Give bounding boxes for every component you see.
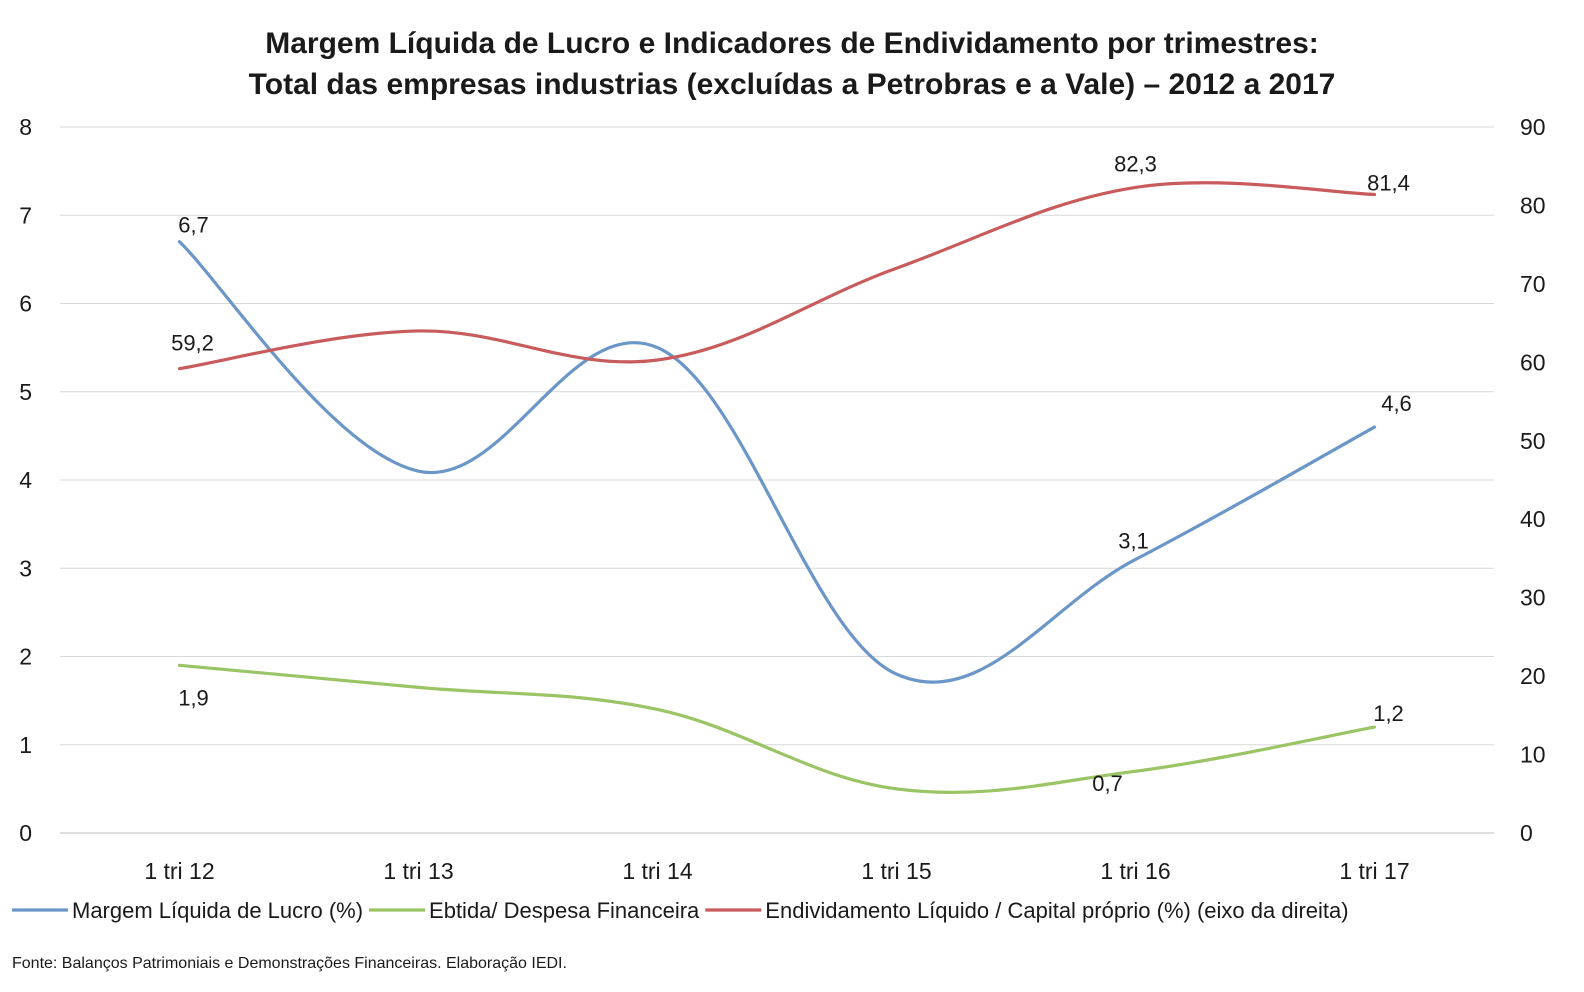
data-label-ebtida-despesa: 0,7 — [1092, 771, 1123, 796]
right-axis-tick-label: 10 — [1520, 742, 1546, 768]
data-label-margem-liquida: 6,7 — [178, 213, 209, 238]
source-note: Fonte: Balanços Patrimoniais e Demonstra… — [12, 955, 567, 972]
chart-title-line-2: Total das empresas industrias (excluídas… — [249, 68, 1336, 101]
legend-label-margem-liquida: Margem Líquida de Lucro (%) — [72, 898, 363, 923]
x-axis-tick-label: 1 tri 16 — [1100, 858, 1170, 884]
series-lines — [177, 181, 1377, 794]
left-axis-tick-label: 4 — [19, 467, 32, 493]
left-axis-tick-label: 0 — [19, 820, 32, 846]
left-axis: 0 1 2 3 4 5 6 7 8 — [19, 114, 32, 846]
left-axis-tick-label: 6 — [19, 291, 32, 317]
left-axis-tick-label: 7 — [19, 202, 32, 228]
left-axis-tick-label: 3 — [19, 555, 32, 581]
data-label-endividamento-liquido: 59,2 — [171, 331, 214, 356]
left-axis-tick-label: 1 — [19, 732, 32, 758]
series-line-ebtida-despesa — [177, 663, 1377, 794]
right-axis-tick-label: 60 — [1520, 349, 1546, 375]
left-axis-tick-label: 2 — [19, 644, 32, 670]
data-label-ebtida-despesa: 1,9 — [178, 685, 209, 710]
left-axis-tick-label: 8 — [19, 114, 32, 140]
legend-label-ebtida-despesa: Ebtida/ Despesa Financeira — [429, 898, 700, 923]
right-axis-tick-label: 0 — [1520, 820, 1533, 846]
right-axis: 0 10 20 30 40 50 60 70 80 90 — [1520, 114, 1546, 846]
series-line-margem-liquida — [177, 240, 1377, 684]
data-label-endividamento-liquido: 81,4 — [1367, 170, 1410, 195]
data-label-margem-liquida: 3,1 — [1118, 528, 1149, 553]
x-axis-tick-label: 1 tri 15 — [861, 858, 931, 884]
grid — [60, 126, 1494, 834]
right-axis-tick-label: 80 — [1520, 192, 1546, 218]
right-axis-tick-label: 40 — [1520, 506, 1546, 532]
x-axis-tick-label: 1 tri 13 — [383, 858, 453, 884]
data-label-margem-liquida: 4,6 — [1381, 391, 1412, 416]
x-axis-tick-label: 1 tri 17 — [1339, 858, 1409, 884]
right-axis-tick-label: 30 — [1520, 585, 1546, 611]
x-axis-tick-label: 1 tri 12 — [144, 858, 214, 884]
chart-title: Margem Líquida de Lucro e Indicadores de… — [249, 27, 1336, 101]
x-axis: 1 tri 12 1 tri 13 1 tri 14 1 tri 15 1 tri 16… — [144, 858, 1409, 884]
data-label-ebtida-despesa: 1,2 — [1373, 701, 1404, 726]
data-label-endividamento-liquido: 82,3 — [1114, 151, 1157, 176]
data-labels: 6,7 3,1 4,6 1,9 0,7 1,2 59,2 82,3 81,4 — [171, 151, 1412, 796]
right-axis-tick-label: 90 — [1520, 114, 1546, 140]
x-axis-tick-label: 1 tri 14 — [622, 858, 693, 884]
left-axis-tick-label: 5 — [19, 379, 32, 405]
chart-title-line-1: Margem Líquida de Lucro e Indicadores de… — [265, 27, 1319, 60]
right-axis-tick-label: 20 — [1520, 663, 1546, 689]
series-line-endividamento-liquido — [177, 181, 1377, 371]
right-axis-tick-label: 50 — [1520, 428, 1546, 454]
right-axis-tick-label: 70 — [1520, 271, 1546, 297]
legend: Margem Líquida de Lucro (%) Ebtida/ Despe… — [12, 898, 1349, 923]
legend-label-endividamento-liquido: Endividamento Líquido / Capital próprio … — [765, 898, 1348, 923]
